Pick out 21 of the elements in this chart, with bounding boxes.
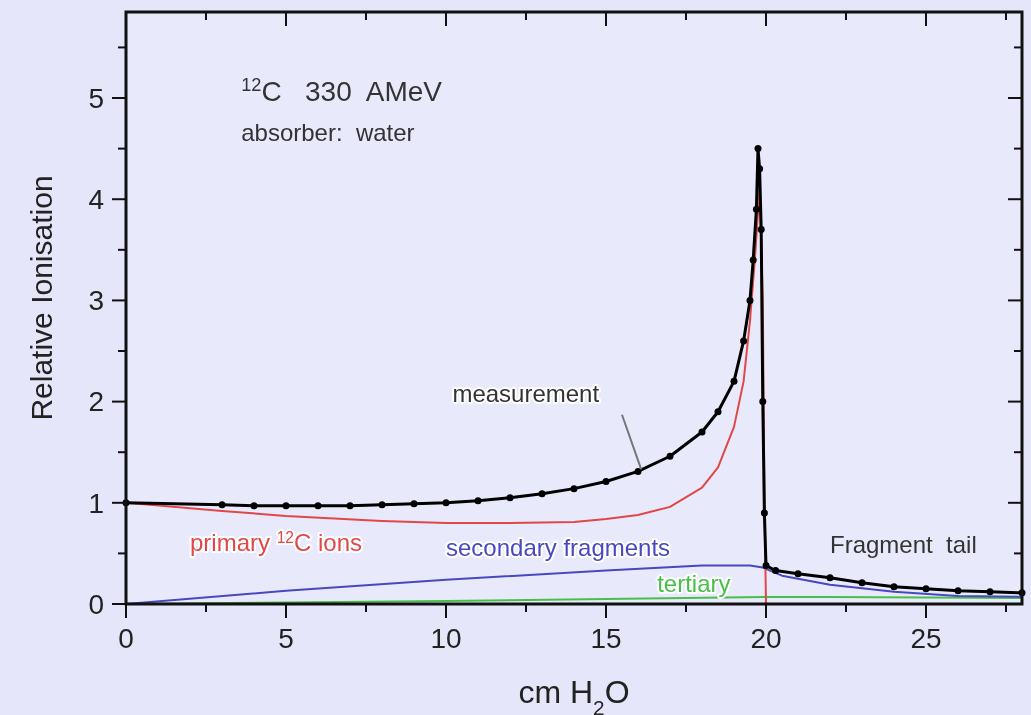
y-axis-title: Relative Ionisation <box>25 175 58 421</box>
x-tick-label: 15 <box>590 623 622 654</box>
annotation: Fragment tail <box>830 531 977 559</box>
series-label: tertiary <box>657 569 731 597</box>
x-tick-label: 0 <box>118 623 134 654</box>
x-tick-label: 5 <box>278 623 294 654</box>
y-tick-label: 5 <box>88 82 104 114</box>
y-tick-label: 4 <box>88 184 104 216</box>
text: measurement <box>452 379 600 407</box>
x-tick-label: 10 <box>430 623 462 654</box>
annotation: $^{12}$C 330 AMeV <box>241 75 443 108</box>
y-tick-label: 0 <box>88 588 104 620</box>
x-axis-title: cm H$_{2}$O <box>518 674 630 715</box>
series-label: primary $^{12}$C ions <box>190 528 363 557</box>
x-tick-label: 25 <box>910 623 942 654</box>
y-tick-label: 3 <box>88 285 104 317</box>
annotation: absorber: water <box>241 118 415 146</box>
x-tick-label: 20 <box>750 623 782 654</box>
y-tick-label: 2 <box>88 386 104 418</box>
series-label: secondary fragments <box>446 534 671 562</box>
y-tick-label: 1 <box>88 487 104 519</box>
